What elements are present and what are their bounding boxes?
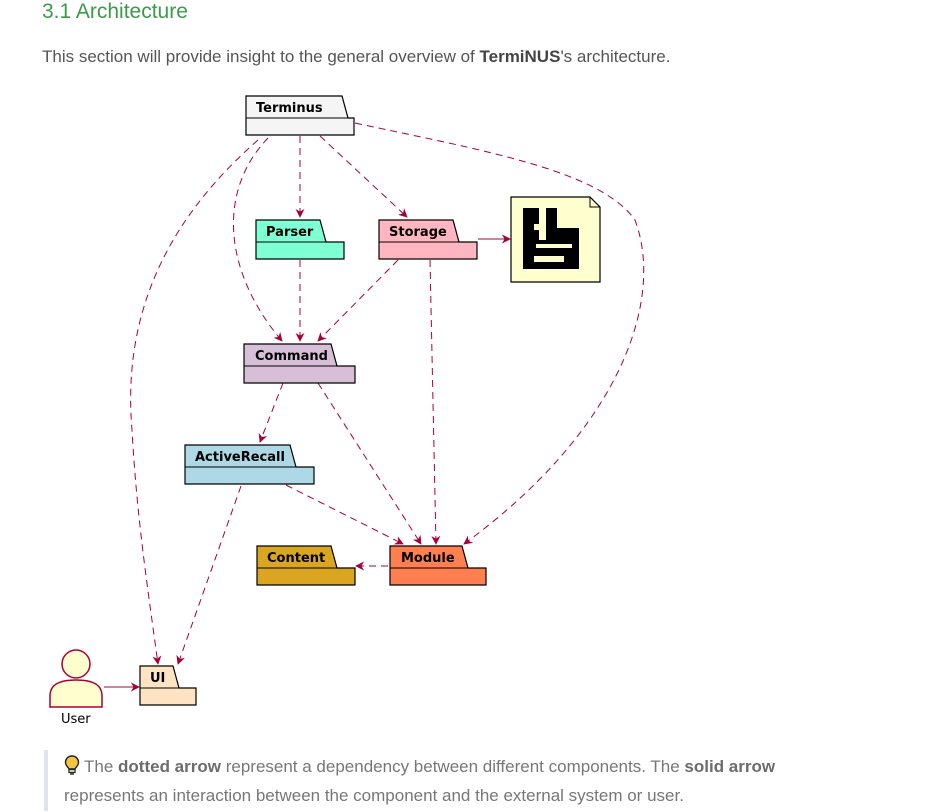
arrow-activerecall-module xyxy=(285,484,404,545)
package-activerecall: ActiveRecall xyxy=(184,444,315,485)
package-storage-shape xyxy=(378,219,478,260)
package-ui: UI xyxy=(139,665,197,706)
package-parser: Parser xyxy=(255,219,345,260)
arrow-terminus-command xyxy=(233,137,283,342)
arrow-terminus-storage xyxy=(319,135,408,218)
intro-text: This section will provide insight to the… xyxy=(42,47,480,66)
package-terminus-shape xyxy=(245,95,355,136)
lightbulb-icon xyxy=(64,755,80,783)
package-ui-shape xyxy=(139,665,197,706)
package-command-shape xyxy=(243,343,356,384)
user-body xyxy=(49,679,103,708)
arrow-command-activerecall xyxy=(258,382,284,443)
intro-text-end: 's architecture. xyxy=(560,47,671,66)
note-text: represents an interaction between the co… xyxy=(64,786,684,805)
package-module-shape xyxy=(389,545,487,586)
package-module-label: Module xyxy=(401,551,455,566)
file-icon xyxy=(510,196,601,283)
arrow-storage-module xyxy=(429,259,441,545)
arrow-terminus-ui xyxy=(130,139,259,665)
package-parser-label: Parser xyxy=(266,225,314,240)
note-text: represent a dependency between different… xyxy=(220,757,685,776)
package-content-shape xyxy=(256,545,356,586)
package-terminus: Terminus xyxy=(245,95,355,136)
package-module: Module xyxy=(389,545,487,586)
package-ui-label: UI xyxy=(150,671,165,686)
intro-project-name: TermiNUS xyxy=(479,47,561,66)
user-icon xyxy=(61,649,91,679)
note-dotted-arrow: dotted arrow xyxy=(118,757,221,776)
arrow-command-module xyxy=(317,382,422,545)
package-command: Command xyxy=(243,343,356,384)
note-text: The xyxy=(84,757,119,776)
architecture-diagram: Terminus Parser Storage Command ActiveRe… xyxy=(49,95,645,727)
package-storage-label: Storage xyxy=(389,225,447,240)
section-title: 3.1 Architecture xyxy=(42,0,188,23)
arrow-terminus-module xyxy=(354,122,645,545)
arrow-storage-command xyxy=(317,259,399,342)
user-actor: User xyxy=(49,649,103,727)
package-parser-shape xyxy=(255,219,345,260)
dependency-arrows xyxy=(130,122,645,665)
package-content: Content xyxy=(256,545,356,586)
section-intro: This section will provide insight to the… xyxy=(42,47,670,67)
package-terminus-label: Terminus xyxy=(256,101,323,116)
package-command-label: Command xyxy=(255,349,328,364)
package-activerecall-label: ActiveRecall xyxy=(195,450,285,465)
package-storage: Storage xyxy=(378,219,478,260)
package-content-label: Content xyxy=(267,551,325,566)
interaction-arrows xyxy=(104,234,511,692)
note-callout: The dotted arrow represent a dependency … xyxy=(44,750,844,811)
user-label: User xyxy=(61,712,91,727)
arrow-activerecall-ui xyxy=(176,485,242,665)
package-activerecall-shape xyxy=(184,444,315,485)
note-solid-arrow: solid arrow xyxy=(684,757,776,776)
